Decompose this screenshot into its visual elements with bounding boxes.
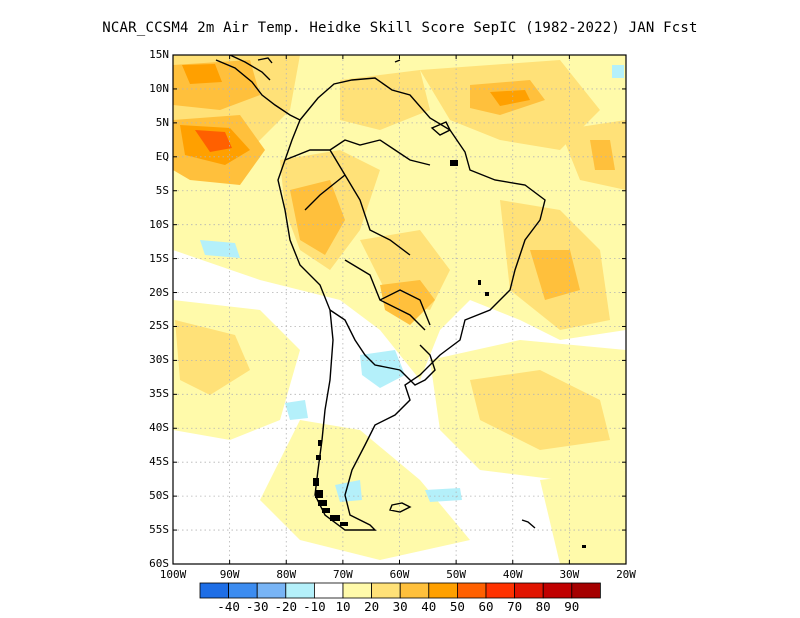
- lat-tick-label: 40S: [149, 421, 169, 435]
- colorbar-swatch: [485, 582, 516, 599]
- colorbar-swatch: [199, 582, 230, 599]
- colorbar-swatch: [399, 582, 430, 599]
- colorbar-label: 50: [449, 599, 465, 614]
- grid-lines: [173, 55, 626, 564]
- colorbar-swatch: [313, 582, 344, 599]
- lon-tick-label: 90W: [219, 568, 240, 581]
- colorbar-label: -10: [303, 599, 326, 614]
- colorbar-swatch: [285, 582, 315, 599]
- colorbar-swatch: [342, 582, 373, 599]
- lat-tick-label: 50S: [149, 489, 169, 503]
- lat-tick-label: 5S: [155, 183, 169, 197]
- colorbar-swatch: [256, 582, 287, 599]
- lon-tick-label: 40W: [502, 568, 523, 581]
- colorbar-swatch: [456, 582, 487, 599]
- lon-tick-label: 30W: [559, 568, 580, 581]
- colorbar-label: 90: [564, 599, 580, 614]
- colorbar-swatch: [542, 582, 573, 599]
- lat-tick-label: 20S: [149, 285, 169, 299]
- lat-tick-label: 10S: [149, 217, 169, 231]
- lat-tick-label: 60S: [149, 557, 169, 570]
- colorbar-label: 30: [392, 599, 408, 614]
- lat-tick-label: EQ: [155, 149, 169, 163]
- lat-tick-label: 35S: [149, 387, 169, 401]
- lat-tick-label: 25S: [149, 319, 169, 333]
- lat-tick-label: 5N: [155, 115, 169, 129]
- colorbar-swatch: [228, 582, 258, 599]
- axis-ticks: [172, 54, 627, 565]
- colorbar-swatch: [428, 582, 458, 599]
- lon-tick-label: 20W: [616, 568, 636, 581]
- lat-tick-label: 45S: [149, 455, 169, 469]
- colorbar-label: 60: [478, 599, 494, 614]
- lon-tick-label: 80W: [276, 568, 297, 581]
- lat-tick-label: 30S: [149, 353, 169, 367]
- lon-tick-label: 60W: [389, 568, 410, 581]
- colorbar-swatch: [371, 582, 401, 599]
- lon-tick-label: 100W: [159, 568, 187, 581]
- chart-title: NCAR_CCSM4 2m Air Temp. Heidke Skill Sco…: [102, 20, 698, 36]
- colorbar-swatch: [571, 582, 601, 599]
- colorbar-label: -30: [245, 599, 269, 614]
- colorbar-label: 80: [535, 599, 551, 614]
- colorbar-label: -40: [217, 599, 240, 614]
- lat-tick-label: 15S: [149, 251, 169, 265]
- lat-tick-label: 10N: [149, 81, 169, 95]
- colorbar-label: 10: [335, 599, 351, 614]
- chilean-archipelago: [313, 160, 586, 548]
- colorbar-label: 20: [364, 599, 380, 614]
- south-america-coastline: [215, 55, 546, 531]
- colorbar-label: -20: [274, 599, 298, 614]
- colorbar-label: 40: [421, 599, 437, 614]
- colorbar: [199, 582, 601, 599]
- colorbar-swatch: [514, 582, 544, 599]
- lat-tick-label: 15N: [149, 48, 169, 61]
- lon-tick-label: 50W: [446, 568, 467, 581]
- lon-tick-label: 70W: [332, 568, 353, 581]
- lat-tick-label: 55S: [149, 523, 169, 537]
- colorbar-label: 70: [507, 599, 523, 614]
